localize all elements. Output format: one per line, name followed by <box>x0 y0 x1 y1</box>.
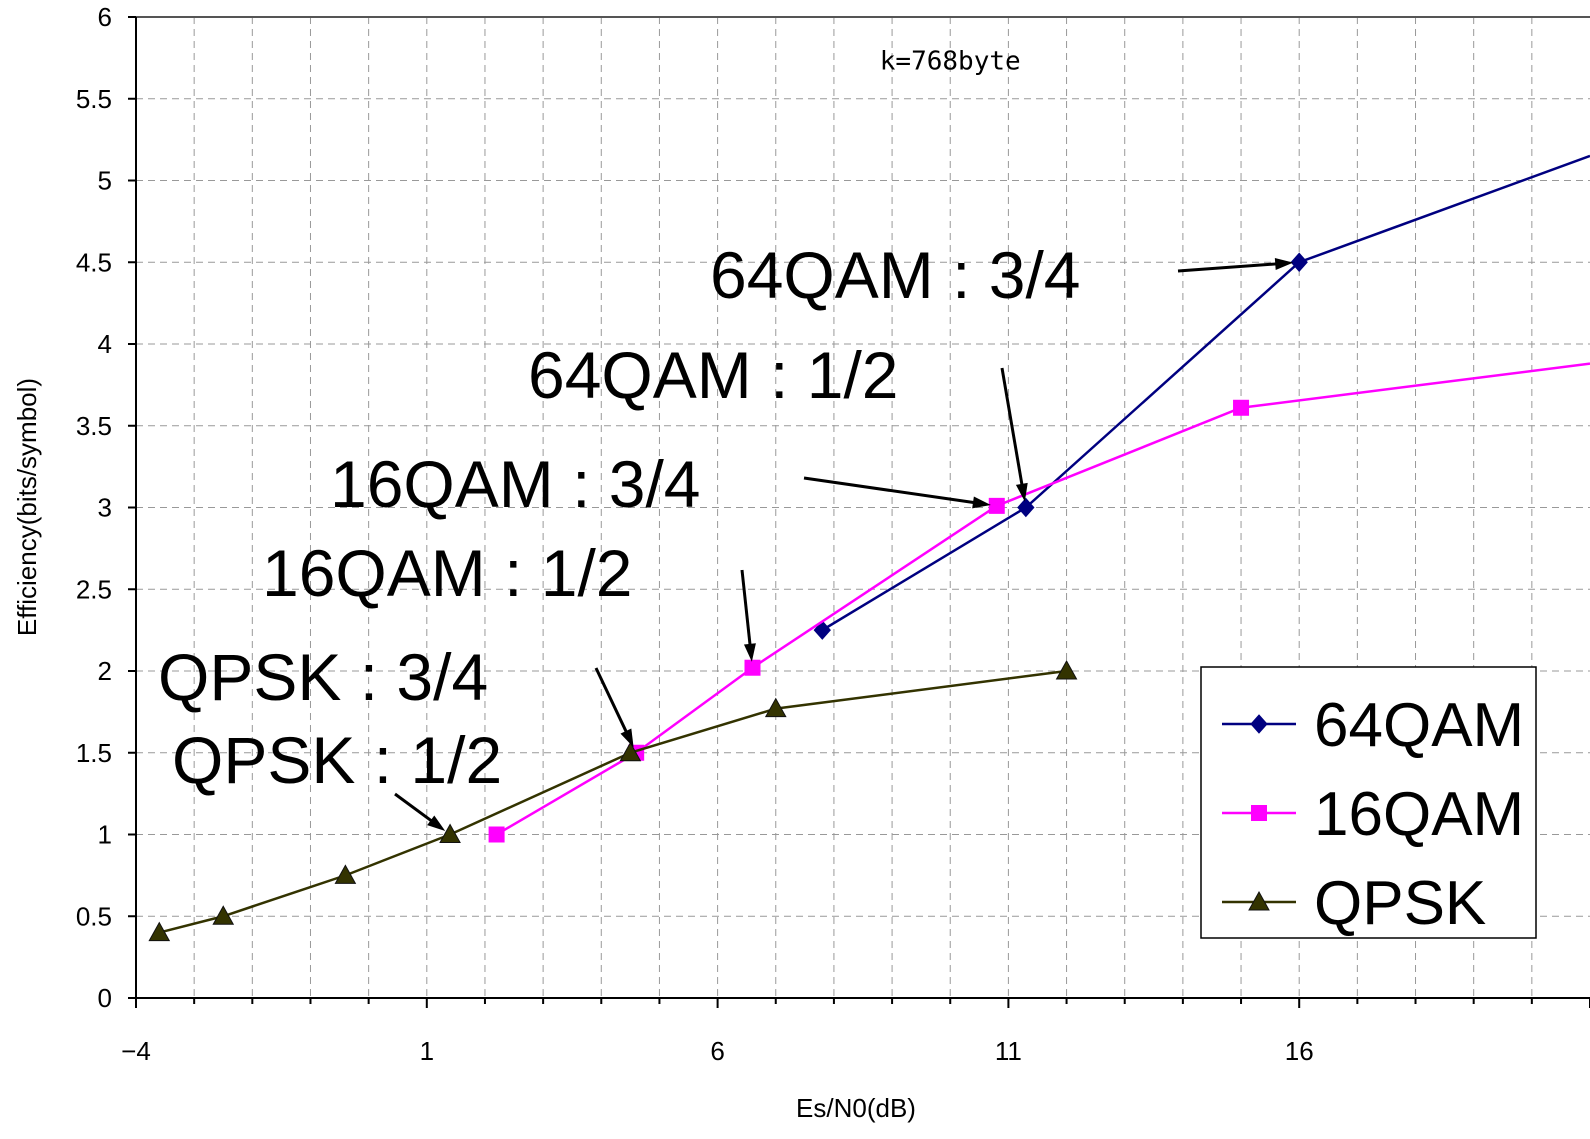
legend-box <box>1200 666 1537 939</box>
callout-arrow <box>1000 367 1024 489</box>
legend-swatch-marker <box>1248 890 1270 911</box>
legend-label: QPSK <box>1314 869 1486 938</box>
callout-arrowhead <box>427 815 446 831</box>
callout-label: 16QAM : 1/2 <box>262 536 633 610</box>
data-point <box>334 864 357 884</box>
y-tick-label: 3 <box>98 493 112 523</box>
y-tick-label: 0.5 <box>76 901 112 931</box>
y-tick-label: 5 <box>98 166 112 196</box>
series-64qam <box>813 154 1590 640</box>
tick-labels: 00.511.522.533.544.555.56−4 1 6 11 16 <box>76 2 1314 1066</box>
data-point <box>212 905 235 925</box>
legend: 64QAM 16QAM QPSK <box>1200 666 1537 939</box>
y-tick-label: 1 <box>98 820 112 850</box>
y-tick-label: 2.5 <box>76 574 112 604</box>
callouts: 64QAM : 3/4 64QAM : 1/2 16QAM : 3/4 16QAM :… <box>158 238 1294 831</box>
series-line <box>821 154 1590 632</box>
series <box>148 154 1590 942</box>
chart-annotation: k=768byte <box>880 46 1021 76</box>
callout-label: 64QAM : 1/2 <box>528 338 899 412</box>
callout-arrow <box>740 569 752 649</box>
callout-arrow <box>803 476 978 505</box>
data-point <box>1290 252 1308 273</box>
callout-label: QPSK : 1/2 <box>172 723 502 797</box>
data-point <box>1017 497 1035 518</box>
y-tick-label: 0 <box>98 983 112 1013</box>
callout-arrowhead <box>1015 482 1028 502</box>
callout-arrowhead <box>972 496 991 509</box>
data-point <box>148 921 171 942</box>
data-point <box>1055 659 1078 680</box>
y-tick-label: 2 <box>98 656 112 686</box>
series-qpsk <box>148 659 1078 942</box>
axes <box>128 16 1590 1008</box>
series-line <box>495 362 1590 836</box>
callout-arrow <box>594 667 629 736</box>
data-point <box>619 741 642 762</box>
y-tick-label: 4.5 <box>76 247 112 277</box>
data-point <box>1233 399 1250 416</box>
y-tick-label: 3.5 <box>76 411 112 441</box>
y-tick-label: 4 <box>98 329 112 359</box>
x-tick-label: 11 <box>995 1036 1022 1066</box>
legend-label: 16QAM <box>1314 780 1524 849</box>
y-tick-label: 1.5 <box>76 738 112 768</box>
legend-swatch-marker <box>1251 805 1267 821</box>
callout-arrow <box>394 792 435 824</box>
data-point <box>488 826 505 843</box>
callout-arrowhead <box>1274 257 1294 270</box>
x-tick-label: 6 <box>710 1036 724 1066</box>
callout-label: 16QAM : 3/4 <box>330 447 701 521</box>
legend-swatch-marker <box>1250 714 1268 734</box>
data-point <box>744 659 761 676</box>
y-axis-title: Efficiency(bits/symbol) <box>12 378 42 636</box>
y-tick-label: 6 <box>98 2 112 32</box>
x-tick-label: −4 <box>121 1036 151 1066</box>
grid <box>136 17 1590 998</box>
callout-label: QPSK : 3/4 <box>158 640 488 714</box>
data-point <box>988 497 1005 514</box>
y-tick-label: 5.5 <box>76 84 112 114</box>
data-point <box>439 823 461 843</box>
legend-label: 64QAM <box>1314 691 1524 760</box>
callout-arrowhead <box>620 728 634 748</box>
x-tick-label: 16 <box>1285 1036 1314 1066</box>
callout-label: 64QAM : 3/4 <box>710 238 1081 312</box>
x-tick-label: 1 <box>420 1036 434 1066</box>
data-point <box>764 697 787 718</box>
callout-arrowhead <box>743 643 756 662</box>
callout-arrow <box>1177 262 1280 273</box>
x-axis-title: Es/N0(dB) <box>796 1093 916 1123</box>
